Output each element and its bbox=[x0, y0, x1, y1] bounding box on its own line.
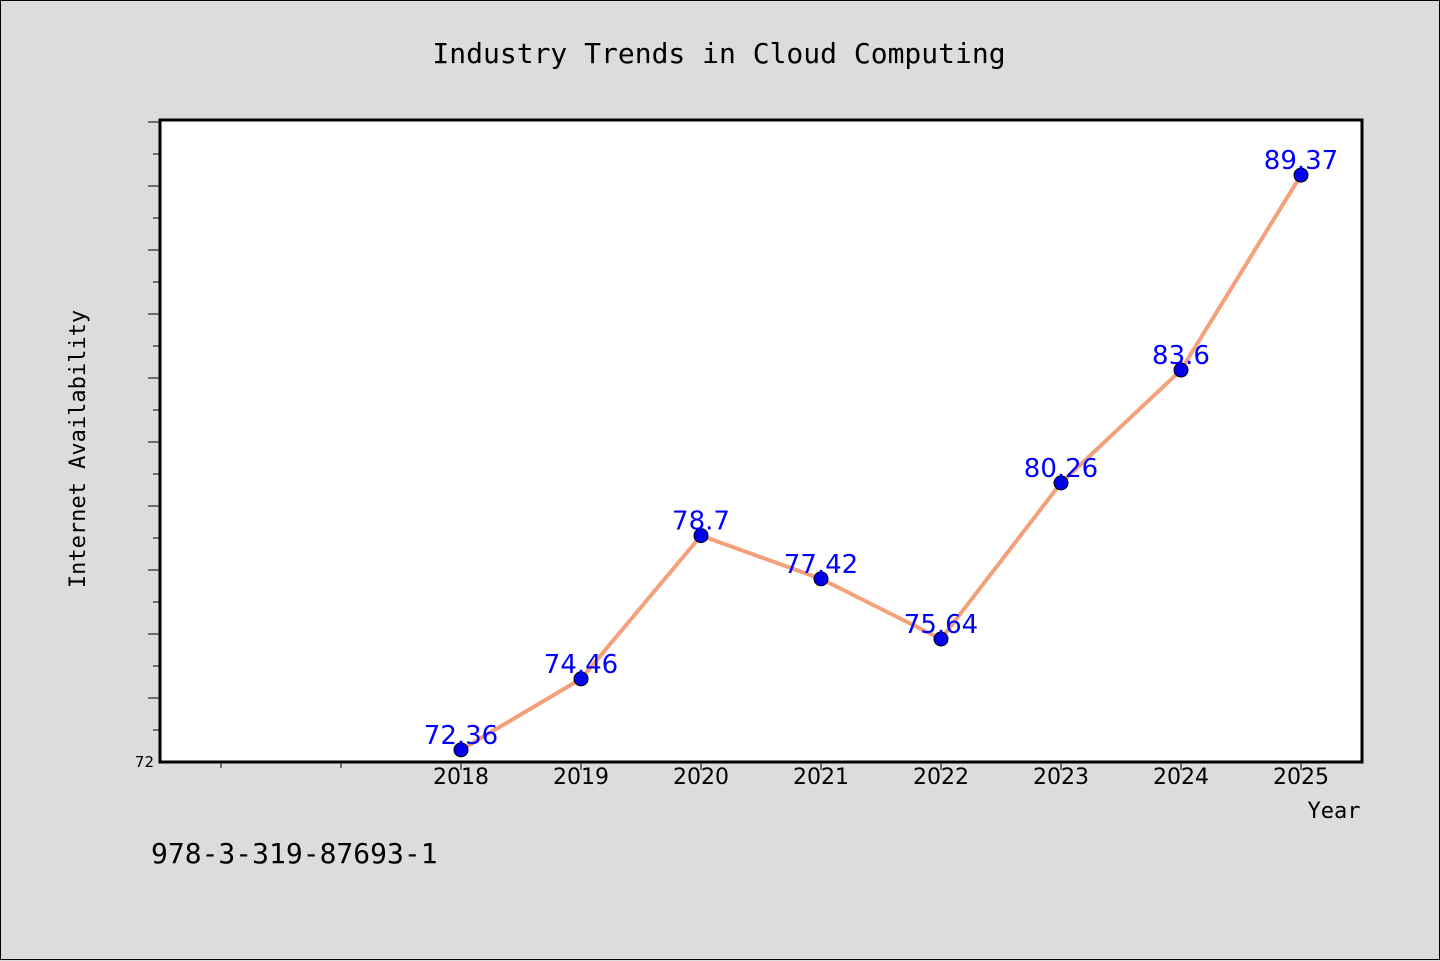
x-tick-label: 2018 bbox=[433, 765, 489, 790]
x-tick-label: 2020 bbox=[673, 765, 729, 790]
chart-title: Industry Trends in Cloud Computing bbox=[432, 37, 1005, 70]
x-tick-label: 2019 bbox=[553, 765, 609, 790]
data-point bbox=[693, 528, 709, 544]
data-label: 75.64 bbox=[904, 610, 978, 640]
data-label: 89.37 bbox=[1264, 146, 1338, 176]
data-labels: 72.36 74.46 78.7 77.42 75.64 80.26 83.6 89.37 bbox=[424, 146, 1338, 751]
x-tick-label: 2024 bbox=[1153, 765, 1209, 790]
data-label: 83.6 bbox=[1152, 341, 1210, 371]
data-point bbox=[573, 671, 589, 687]
data-label: 72.36 bbox=[424, 721, 498, 751]
x-tick-label: 2021 bbox=[793, 765, 849, 790]
y-tick-label: 72 bbox=[135, 753, 154, 771]
y-axis-label: Internet Availability bbox=[66, 310, 91, 588]
x-axis-ticks: 2018 2019 2020 2021 2022 2023 2024 2025 bbox=[220, 762, 1329, 790]
data-point bbox=[1173, 362, 1189, 378]
y-axis-ticks: 72 bbox=[135, 121, 160, 771]
data-label: 74.46 bbox=[544, 650, 618, 680]
data-label: 78.7 bbox=[672, 507, 730, 537]
data-label: 77.42 bbox=[784, 550, 858, 580]
data-point bbox=[1293, 167, 1309, 183]
data-point bbox=[813, 571, 829, 587]
x-tick-label: 2022 bbox=[913, 765, 969, 790]
data-point bbox=[453, 742, 469, 758]
data-label: 80.26 bbox=[1024, 454, 1098, 484]
series-markers bbox=[453, 167, 1309, 758]
x-tick-label: 2023 bbox=[1033, 765, 1089, 790]
series-line bbox=[459, 174, 1303, 752]
x-axis-label: Year bbox=[1308, 799, 1361, 824]
data-point bbox=[1053, 475, 1069, 491]
data-point bbox=[933, 631, 949, 647]
plot-area bbox=[158, 118, 1364, 764]
isbn-footnote: 978-3-319-87693-1 bbox=[151, 837, 438, 870]
x-tick-label: 2025 bbox=[1273, 765, 1329, 790]
